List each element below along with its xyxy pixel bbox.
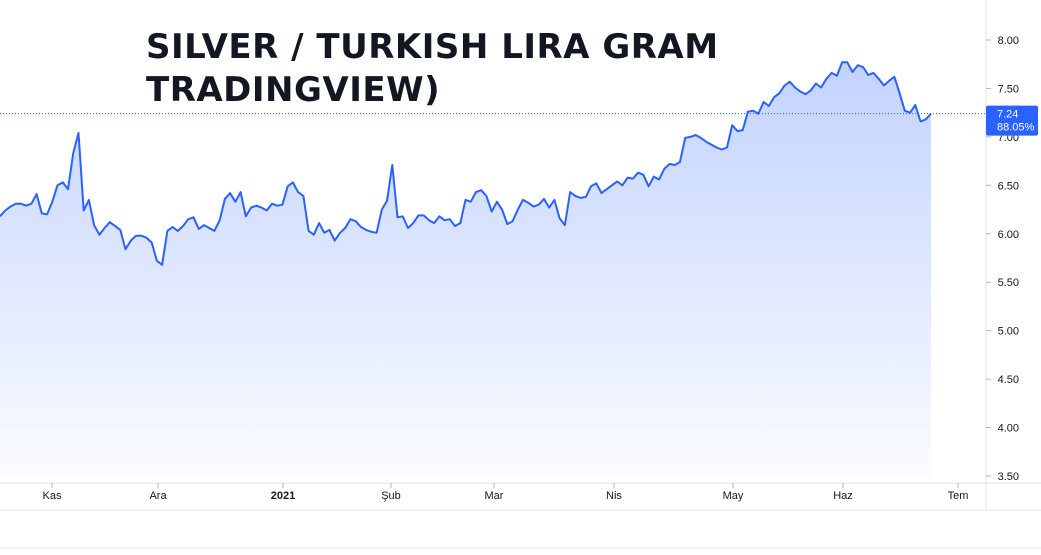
x-tick-label: May [723,490,744,502]
line-layer [0,61,932,266]
y-tick-label: 5.50 [998,277,1019,289]
series-line [0,61,932,266]
y-tick-label: 6.50 [998,180,1019,192]
x-tick-label: Mar [485,490,504,502]
y-tick-label: 5.00 [998,326,1019,338]
series-area-fill [0,62,931,477]
y-tick-label: 3.50 [998,471,1019,483]
y-ticks: 8.007.507.006.506.005.505.004.504.003.50 [986,35,1019,483]
y-tick-label: 7.50 [998,83,1019,95]
x-tick-label: Nis [606,490,622,502]
area-layer [0,62,931,477]
x-ticks: Kas Ara 2021 Şub Mar Nis May Haz Tem [43,483,969,502]
y-tick-label: 8.00 [998,35,1019,47]
x-tick-label: Kas [43,490,62,502]
chart-title-line-1: SILVER / TURKISH LIRA GRAM [146,27,719,67]
last-price-label: 7.24 [997,109,1018,121]
last-price-badge [986,105,1038,136]
chart-title-line-2: TRADINGVIEW) [146,70,441,110]
x-tick-label: Şub [381,490,401,502]
x-tick-label: Tem [948,490,969,502]
y-tick-label: 4.00 [998,423,1019,435]
y-tick-label: 6.00 [998,229,1019,241]
last-change-label: 88.05% [997,122,1035,134]
x-tick-label: Haz [833,490,853,502]
x-tick-label: Ara [149,490,167,502]
y-tick-label: 4.50 [998,374,1019,386]
x-tick-label: 2021 [271,490,295,502]
